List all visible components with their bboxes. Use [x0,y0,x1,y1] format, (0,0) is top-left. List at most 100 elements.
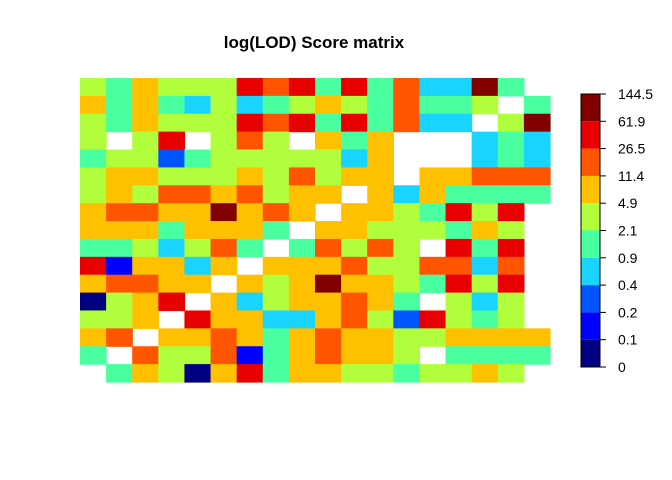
heatmap-cell [262,95,290,115]
heatmap-cell [315,238,342,258]
heatmap-cell [210,364,238,383]
heatmap-cell [419,203,447,222]
heatmap-cell [158,221,186,240]
heatmap-cell [80,203,107,222]
heatmap-cell [106,328,133,347]
heatmap-cell [288,203,316,222]
heatmap-cell [315,167,342,186]
heatmap-cell [158,328,186,347]
heatmap-cell [315,292,342,312]
heatmap-cell [445,310,473,329]
heatmap-cell [210,78,238,97]
heatmap-cell [262,221,290,240]
heatmap-cell [497,221,525,240]
legend-swatch [581,230,600,258]
heatmap-cell [106,292,133,312]
heatmap-cell [445,203,473,222]
heatmap-cell [184,95,212,115]
heatmap-cell [132,256,159,276]
heatmap-cell [315,221,342,240]
heatmap-cell [445,95,473,115]
heatmap-cell [523,167,551,186]
heatmap-cell [236,292,264,312]
heatmap-cell [471,292,499,312]
heatmap-cell [341,203,368,222]
heatmap-cell [132,203,159,222]
heatmap-cell [158,149,186,169]
heatmap-cell [445,274,473,294]
heatmap-cell [262,167,290,186]
heatmap-cell [80,149,107,169]
heatmap-cell [445,113,473,133]
heatmap-cell [184,113,212,133]
heatmap-cell [367,113,394,133]
heatmap-cell [523,149,551,169]
heatmap-cell [210,238,238,258]
heatmap-cell [184,364,212,383]
heatmap-cell [106,113,133,133]
heatmap-cell [341,256,368,276]
heatmap-cell [288,256,316,276]
heatmap-cell [158,274,186,294]
heatmap-cell [158,131,186,151]
heatmap-cell [445,346,473,365]
heatmap-cell [393,221,421,240]
legend-tick-label: 61.9 [618,113,645,129]
heatmap-cell [367,274,394,294]
heatmap-cell [471,310,499,329]
heatmap-cell [80,131,107,151]
legend-swatch [581,312,600,340]
heatmap-cell [288,292,316,312]
heatmap-cell [132,274,159,294]
heatmap-cell [184,256,212,276]
heatmap-cell [341,274,368,294]
heatmap-cell [341,131,368,151]
heatmap-cell [236,364,264,383]
legend-tick-label: 2.1 [618,223,638,239]
heatmap-cell [445,238,473,258]
heatmap-cell [471,328,499,347]
heatmap-cell [184,274,212,294]
legend-swatch [581,94,600,122]
heatmap-cell [262,346,290,365]
legend-swatch [581,339,600,367]
heatmap-cell [210,292,238,312]
heatmap-cell [341,238,368,258]
heatmap-cell [523,131,551,151]
heatmap-cell [497,167,525,186]
heatmap-cell [236,346,264,365]
heatmap-cell [132,131,159,151]
heatmap-cell [106,203,133,222]
heatmap-cell [445,221,473,240]
heatmap-cell [315,274,342,294]
heatmap-cell [210,310,238,329]
heatmap-cell [341,292,368,312]
heatmap-cell [236,78,264,97]
heatmap-cell [158,113,186,133]
heatmap-cell [184,238,212,258]
color-legend: 0 0.1 0.2 0.4 0.9 2.1 4.9 11.4 26.5 61.9 144.5 [580,86,653,375]
heatmap-cell [288,95,316,115]
heatmap-cell [393,203,421,222]
heatmap-cell [471,167,499,186]
heatmap-cell [288,274,316,294]
heatmap-cell [288,328,316,347]
heatmap-cell [367,328,394,347]
heatmap-cell [445,78,473,97]
heatmap-cell [315,364,342,383]
heatmap-cell [419,167,447,186]
heatmap-cell [132,238,159,258]
heatmap-cell [210,95,238,115]
heatmap-cell [210,131,238,151]
heatmap-cell [236,238,264,258]
heatmap-cell [367,364,394,383]
heatmap-cell [341,149,368,169]
heatmap-cell [393,328,421,347]
heatmap-cell [341,310,368,329]
heatmap-cell [106,95,133,115]
heatmap-cell [288,346,316,365]
heatmap-cell [80,185,107,204]
heatmap-cell [132,149,159,169]
heatmap-cell [158,346,186,365]
heatmap-cell [445,185,473,204]
